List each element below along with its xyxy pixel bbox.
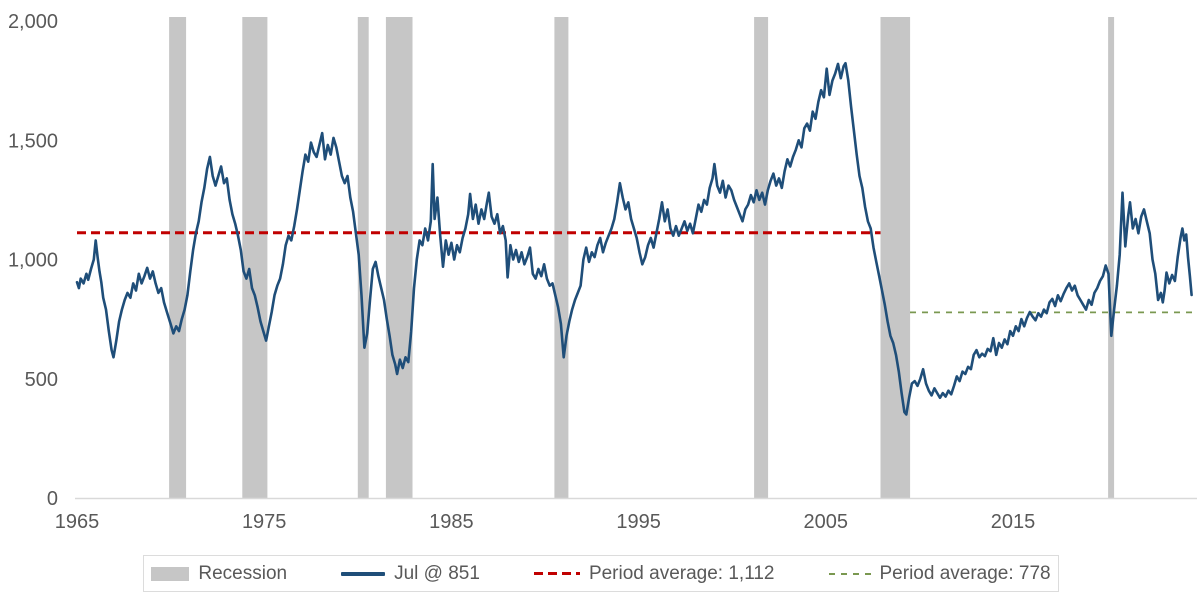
x-tick-label: 2015 bbox=[991, 511, 1036, 533]
legend-label-period-average-1112: Period average: 1,112 bbox=[588, 563, 775, 584]
x-tick-label: 1985 bbox=[429, 511, 474, 533]
y-tick-label: 0 bbox=[47, 488, 58, 510]
x-tick-label: 1995 bbox=[616, 511, 661, 533]
chart-plot-area: 0 500 1,000 1,500 2,000 1965 1975 1985 1995 2005 2… bbox=[8, 11, 1197, 533]
x-tick-label: 2005 bbox=[804, 511, 849, 533]
recession-band bbox=[754, 17, 769, 498]
legend-item-series: Jul @ 851 bbox=[341, 564, 480, 583]
recession-band bbox=[357, 17, 369, 498]
recession-band bbox=[385, 17, 413, 498]
x-tick-label: 1965 bbox=[55, 511, 100, 533]
recession-band bbox=[242, 17, 268, 498]
legend-item-period-average-778: Period average: 778 bbox=[828, 563, 1051, 584]
period-average-1112-swatch bbox=[533, 572, 580, 575]
recession-band bbox=[554, 17, 569, 498]
recession-band bbox=[880, 17, 911, 498]
chart-legend: Recession Jul @ 851 Period average: 1,11… bbox=[143, 555, 1059, 592]
recession-band bbox=[1108, 17, 1115, 498]
period-average-778-swatch bbox=[828, 572, 871, 575]
y-tick-label: 2,000 bbox=[8, 11, 58, 33]
recession-band bbox=[169, 17, 187, 498]
y-tick-label: 1,500 bbox=[8, 130, 58, 152]
x-tick-label: 1975 bbox=[242, 511, 287, 533]
legend-label-period-average-778: Period average: 778 bbox=[879, 563, 1051, 584]
recession-band-swatch bbox=[151, 566, 190, 581]
y-tick-label: 500 bbox=[25, 369, 58, 391]
y-tick-label: 1,000 bbox=[8, 250, 58, 272]
series-line bbox=[75, 61, 1193, 416]
series-line-swatch bbox=[341, 571, 386, 576]
legend-item-recession: Recession bbox=[151, 564, 287, 583]
legend-item-period-average-1112: Period average: 1,112 bbox=[533, 563, 775, 584]
legend-label-series: Jul @ 851 bbox=[394, 563, 480, 584]
legend-label-recession: Recession bbox=[198, 563, 288, 584]
